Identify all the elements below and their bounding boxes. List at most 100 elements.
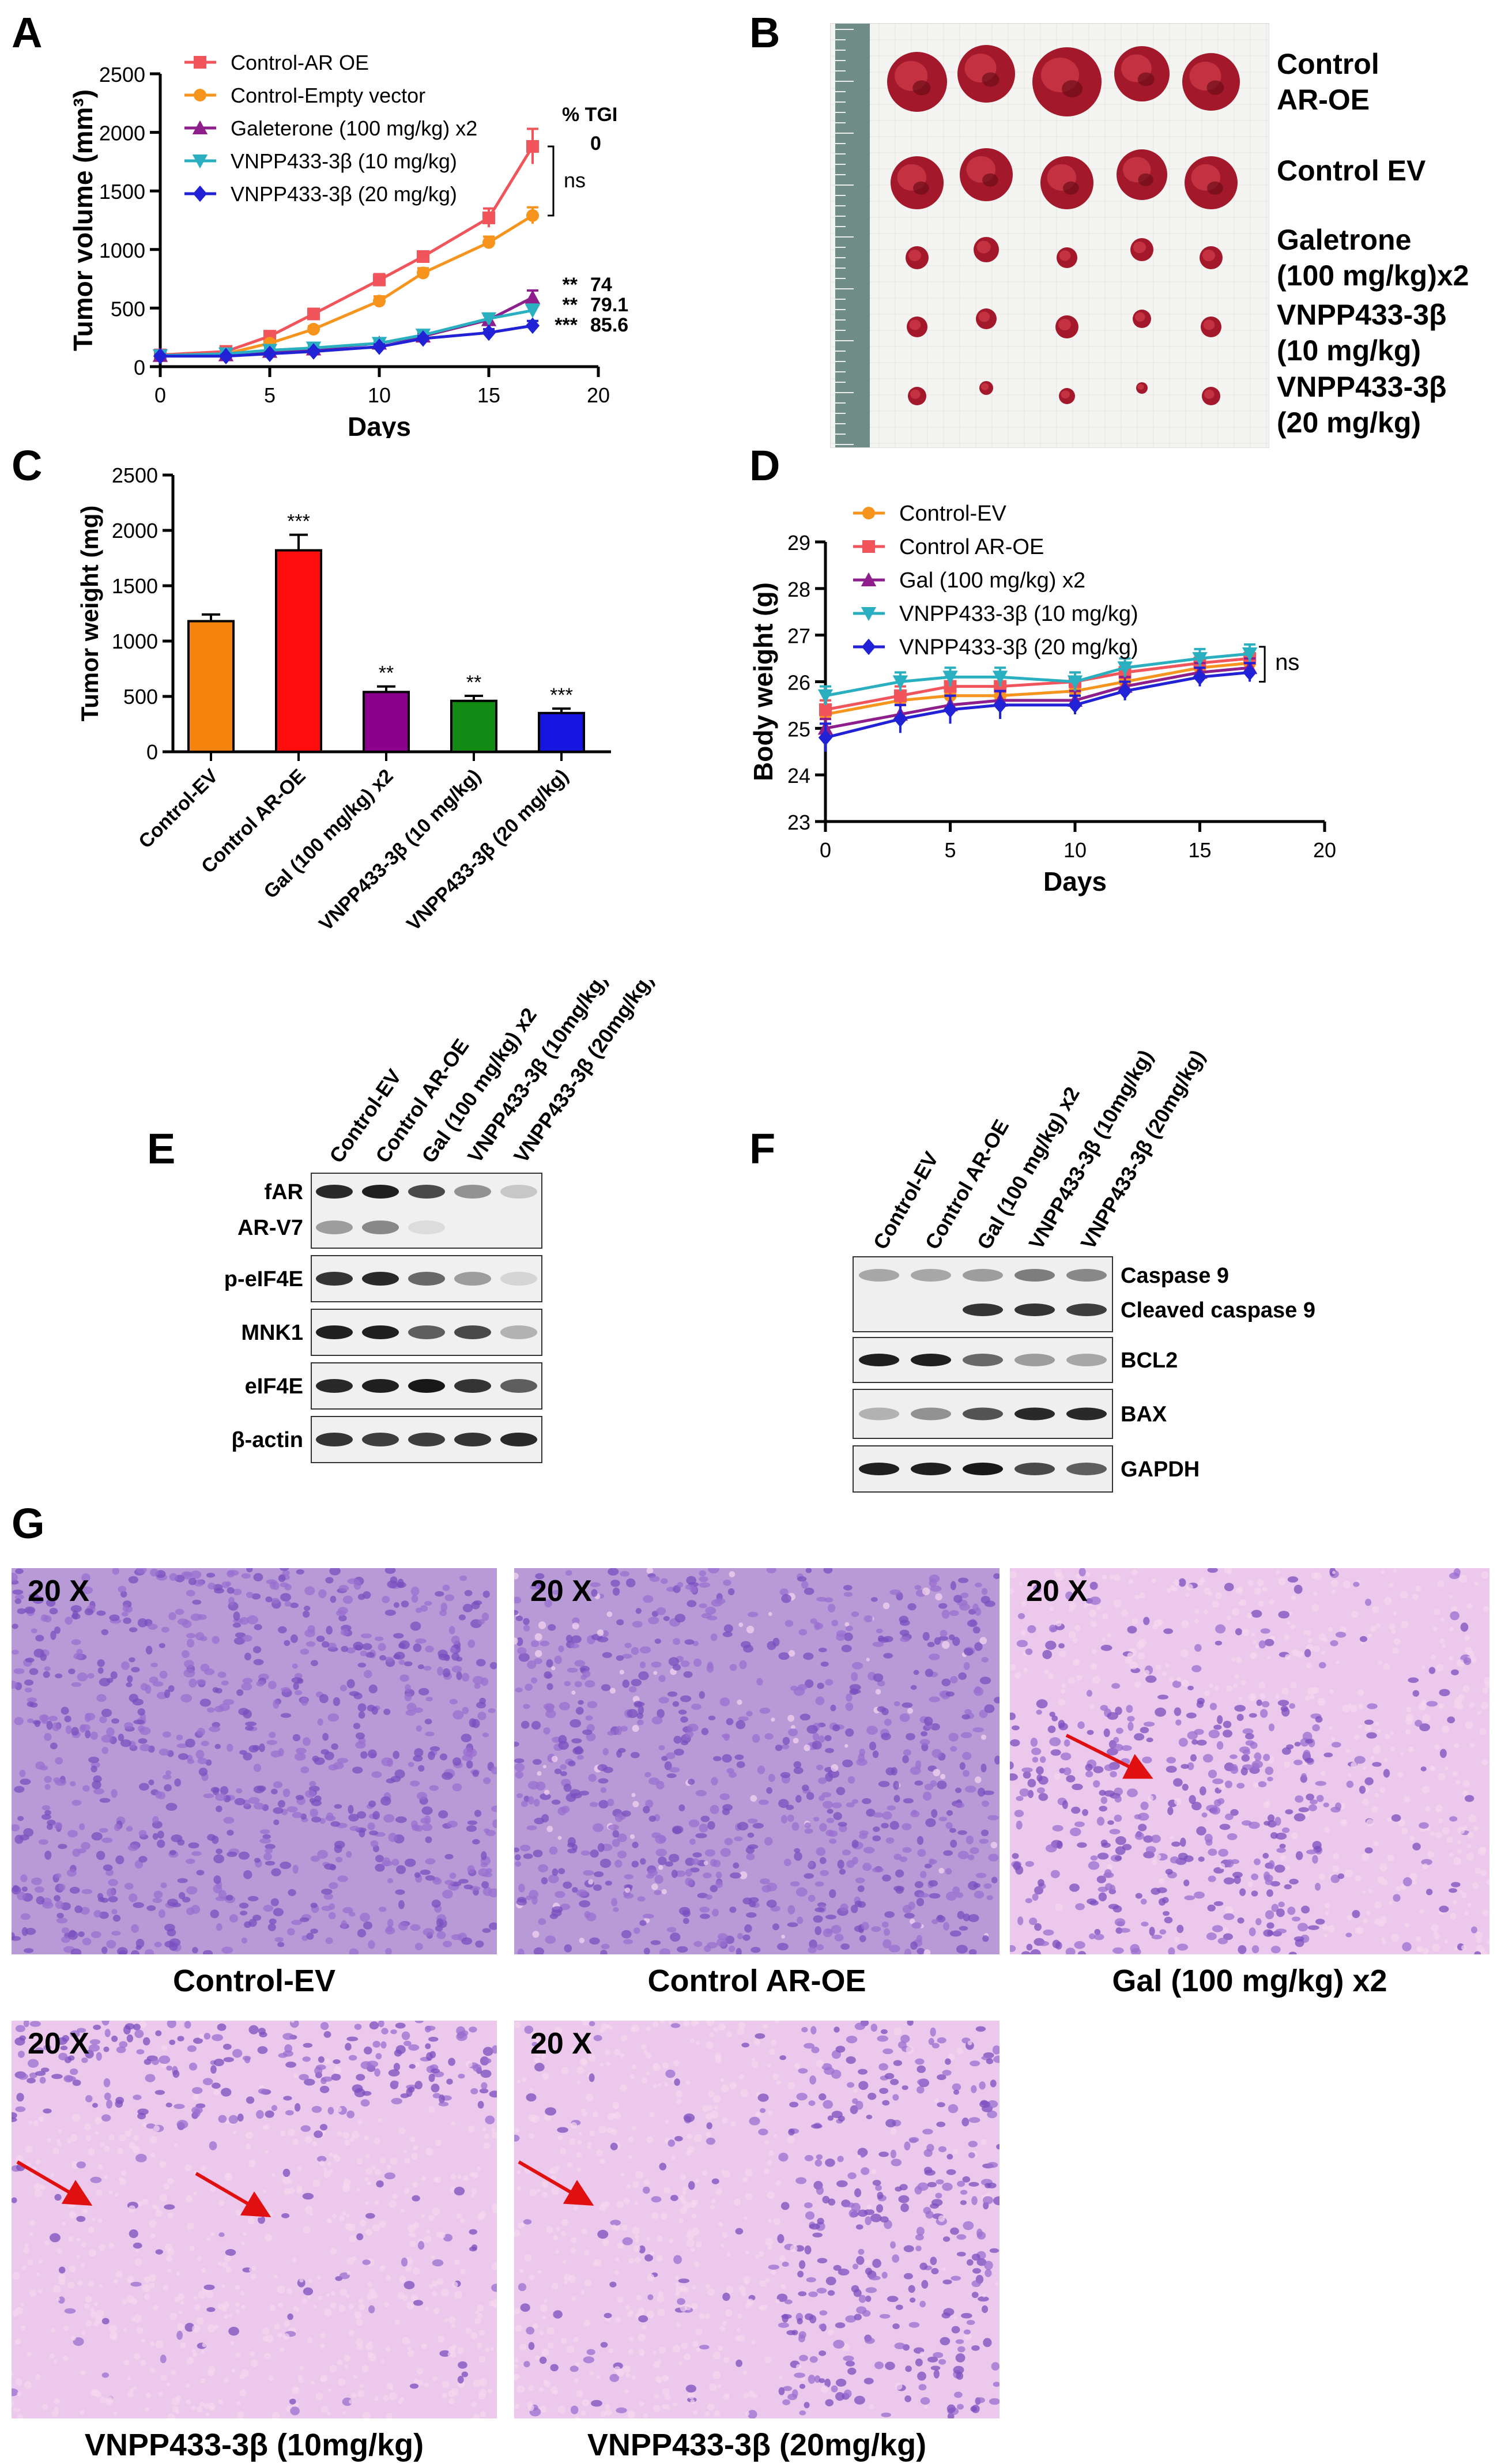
nucleus xyxy=(491,1766,497,1774)
cytoplasm xyxy=(730,2122,736,2127)
nucleus xyxy=(1293,1760,1303,1765)
cytoplasm xyxy=(386,2413,393,2418)
cytoplasm xyxy=(297,2375,303,2380)
cytoplasm xyxy=(85,2296,92,2303)
nucleus xyxy=(1180,1837,1186,1847)
cytoplasm xyxy=(751,2340,756,2345)
cytoplasm xyxy=(1430,1654,1436,1660)
nucleus xyxy=(583,2356,595,2364)
cytoplasm xyxy=(1383,1663,1390,1670)
nucleus xyxy=(137,1708,145,1716)
nucleus xyxy=(1199,1786,1206,1796)
nucleus xyxy=(1010,1739,1020,1747)
nucleus xyxy=(683,1671,693,1678)
cytoplasm xyxy=(236,2401,241,2405)
nucleus xyxy=(1451,1669,1459,1675)
nucleus xyxy=(367,1749,377,1758)
nucleus xyxy=(137,1618,148,1627)
nucleus xyxy=(1268,1723,1275,1731)
nucleus xyxy=(940,2337,951,2346)
cytoplasm xyxy=(890,2128,897,2135)
nucleus xyxy=(1288,1951,1297,1954)
nucleus xyxy=(893,1853,902,1860)
cytoplasm xyxy=(723,2171,730,2178)
cytoplasm xyxy=(534,1650,542,1657)
nucleus xyxy=(699,1582,711,1588)
nucleus xyxy=(353,1723,361,1730)
cytoplasm xyxy=(62,2221,66,2226)
cytoplasm xyxy=(659,2021,665,2024)
nucleus xyxy=(589,1802,598,1807)
nucleus xyxy=(857,2397,864,2402)
cytoplasm xyxy=(1465,1721,1473,1730)
nucleus xyxy=(1175,1719,1182,1726)
nucleus xyxy=(24,1679,34,1686)
y-tick-label: 2000 xyxy=(112,519,158,542)
cytoplasm xyxy=(38,2259,43,2263)
cytoplasm xyxy=(1449,1595,1453,1599)
nucleus xyxy=(428,1751,435,1760)
cytoplasm xyxy=(696,2241,702,2248)
cytoplasm xyxy=(1106,1863,1113,1870)
cytoplasm xyxy=(142,2198,148,2205)
nucleus xyxy=(579,1790,590,1796)
ruler xyxy=(835,24,870,447)
cytoplasm xyxy=(773,2134,777,2138)
nucleus xyxy=(320,1749,329,1755)
nucleus xyxy=(835,2392,845,2401)
legend-marker xyxy=(192,155,208,169)
nucleus xyxy=(1121,1745,1132,1751)
nucleus xyxy=(120,1661,130,1670)
nucleus xyxy=(290,1634,298,1643)
nucleus xyxy=(286,1806,298,1813)
nucleus xyxy=(715,1871,722,1879)
cytoplasm xyxy=(675,2291,680,2297)
cytoplasm xyxy=(409,2232,413,2237)
nucleus xyxy=(707,1661,714,1670)
nucleus xyxy=(315,2064,326,2070)
nucleus xyxy=(892,2254,900,2263)
cytoplasm xyxy=(1121,1610,1128,1617)
y-tick-label: 27 xyxy=(787,624,810,648)
cytoplasm xyxy=(54,2406,59,2412)
nucleus xyxy=(1352,1909,1360,1918)
cytoplasm xyxy=(465,2060,473,2068)
nucleus xyxy=(317,1849,328,1859)
nucleus xyxy=(934,1637,941,1645)
cytoplasm xyxy=(184,2164,192,2172)
nucleus xyxy=(148,1623,158,1630)
cytoplasm xyxy=(1375,1745,1380,1749)
nucleus xyxy=(979,2081,986,2090)
nucleus xyxy=(81,1573,90,1583)
cytoplasm xyxy=(265,2150,269,2154)
nucleus xyxy=(538,1864,548,1873)
nucleus xyxy=(227,1570,239,1576)
cytoplasm xyxy=(1323,1637,1328,1643)
cytoplasm xyxy=(759,2305,764,2311)
cytoplasm xyxy=(108,2134,115,2141)
nucleus xyxy=(133,1719,145,1725)
nucleus xyxy=(852,2263,859,2270)
cytoplasm xyxy=(1241,1679,1246,1685)
cytoplasm xyxy=(125,2130,131,2137)
cytoplasm xyxy=(519,2269,524,2273)
cytoplasm xyxy=(628,2155,632,2160)
cytoplasm xyxy=(1311,1572,1318,1579)
nucleus xyxy=(963,2221,974,2231)
data-point xyxy=(1117,661,1133,676)
nucleus xyxy=(654,1638,661,1644)
nucleus xyxy=(587,1701,598,1708)
cytoplasm xyxy=(69,2211,77,2219)
cytoplasm xyxy=(163,2285,169,2291)
cytoplasm xyxy=(428,2284,433,2289)
cytoplasm xyxy=(560,2148,567,2155)
nucleus xyxy=(849,1684,861,1691)
nucleus xyxy=(621,1653,632,1659)
nucleus xyxy=(489,1661,497,1670)
nucleus xyxy=(607,1798,614,1806)
nucleus xyxy=(1027,1779,1036,1788)
cytoplasm xyxy=(1398,1819,1406,1827)
cytoplasm xyxy=(821,2385,829,2393)
nucleus xyxy=(93,1910,102,1917)
nucleus xyxy=(514,1596,522,1604)
